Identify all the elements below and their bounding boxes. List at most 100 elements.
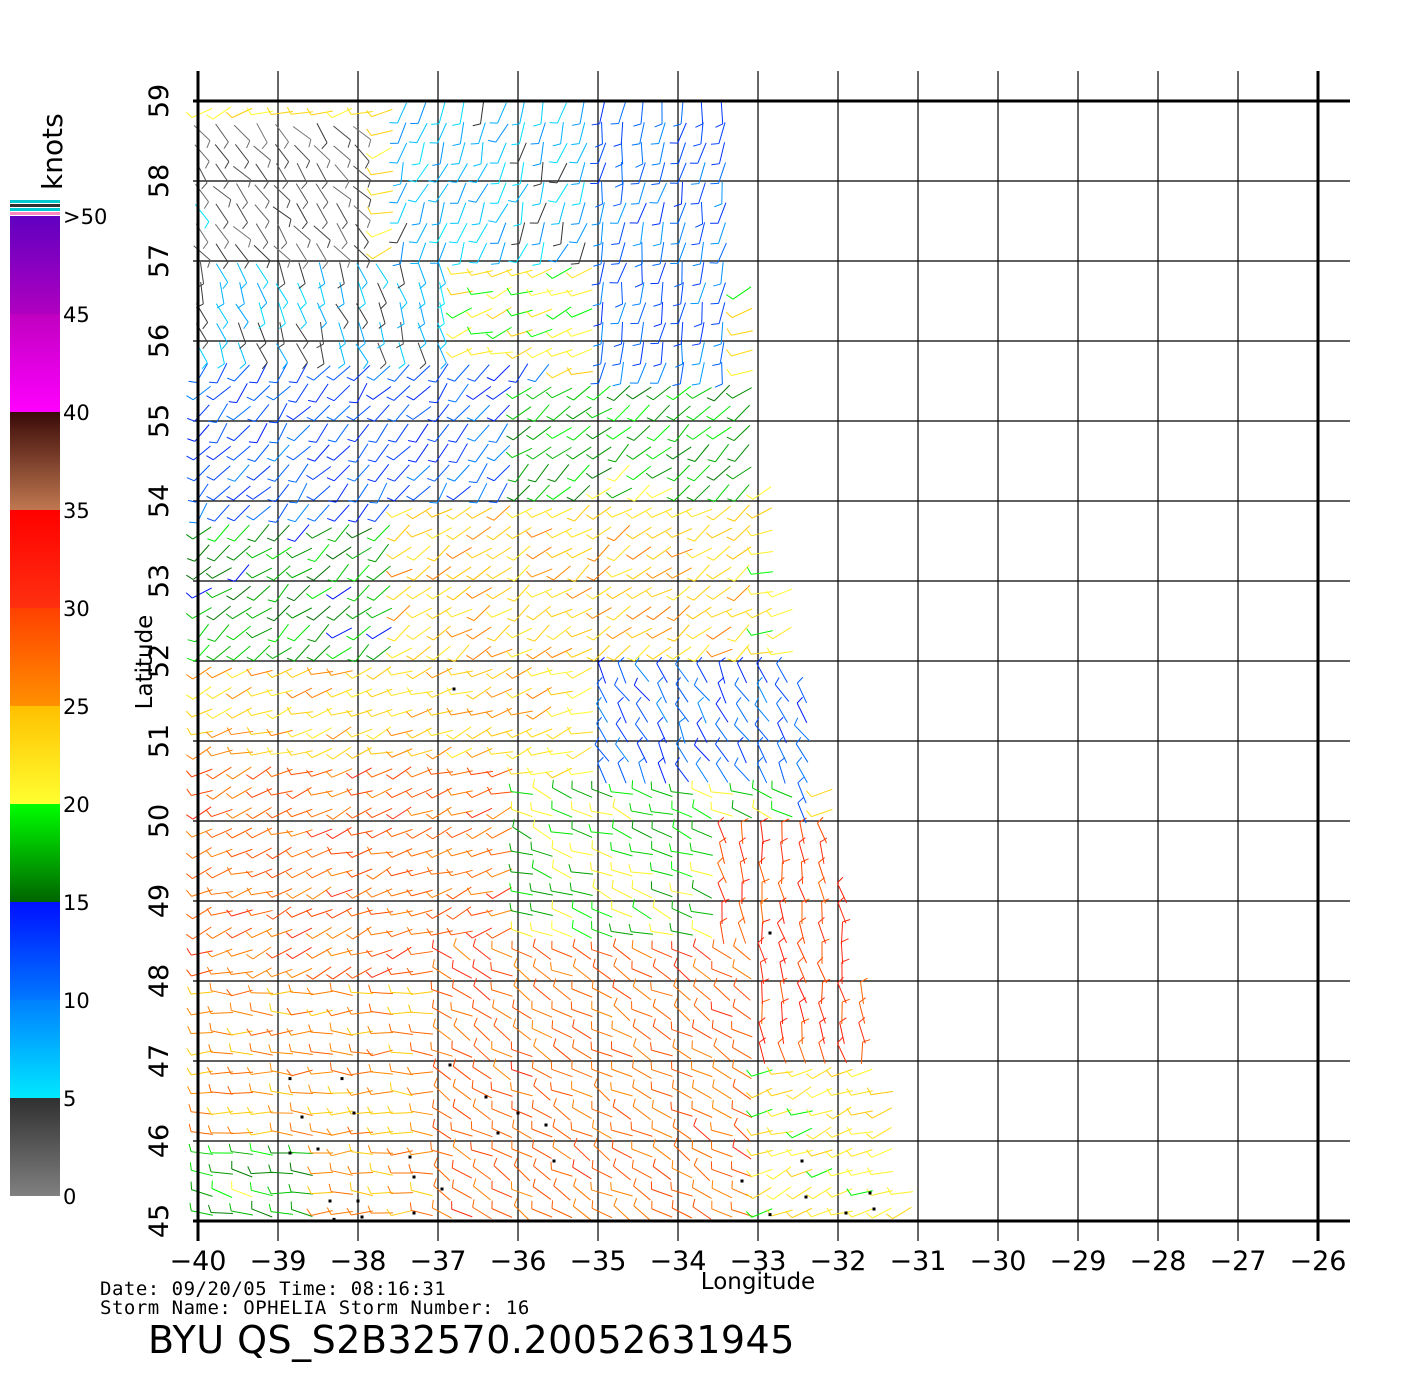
wind-vector bbox=[236, 183, 248, 210]
wind-vector bbox=[206, 1066, 233, 1075]
wind-vector bbox=[777, 1036, 787, 1064]
wind-vector bbox=[228, 383, 248, 404]
wind-vector bbox=[692, 938, 711, 961]
wind-vector bbox=[611, 222, 626, 245]
wind-vector bbox=[686, 484, 711, 502]
wind-vector bbox=[645, 588, 673, 598]
wind-vector bbox=[765, 588, 793, 598]
wind-vector bbox=[671, 800, 693, 818]
wind-vector bbox=[630, 182, 646, 205]
wind-vector bbox=[389, 102, 407, 124]
wind-vector bbox=[425, 746, 452, 760]
wind-vector bbox=[267, 1186, 294, 1195]
wind-vector bbox=[670, 1021, 693, 1038]
wind-vector bbox=[841, 958, 850, 985]
wind-vector bbox=[691, 1019, 712, 1039]
wind-vector bbox=[650, 122, 666, 145]
wind-vector bbox=[713, 1037, 731, 1061]
wind-vector bbox=[613, 958, 631, 981]
wind-vector bbox=[368, 423, 389, 443]
wind-vector bbox=[766, 608, 793, 618]
wind-vector bbox=[632, 282, 645, 306]
wind-vector bbox=[669, 162, 687, 184]
wind-vector bbox=[365, 888, 393, 898]
wind-vector bbox=[765, 626, 792, 640]
wind-vector bbox=[821, 898, 830, 925]
wind-vector bbox=[472, 1178, 491, 1201]
wind-vector bbox=[256, 123, 268, 150]
wind-vector bbox=[215, 203, 229, 229]
rain-flag bbox=[496, 1131, 500, 1135]
wind-vector bbox=[405, 506, 432, 520]
wind-vector bbox=[711, 1180, 733, 1199]
wind-vector bbox=[633, 1178, 651, 1201]
wind-vector bbox=[733, 1117, 751, 1142]
wind-vector bbox=[727, 644, 750, 662]
wind-vector bbox=[387, 423, 409, 443]
wind-vector bbox=[513, 957, 531, 981]
wind-vector bbox=[527, 463, 549, 483]
wind-vector bbox=[836, 1036, 848, 1064]
x-tick-label: −34 bbox=[650, 1246, 707, 1277]
wind-vector bbox=[766, 1066, 793, 1075]
wind-vector bbox=[485, 827, 512, 839]
wind-vector bbox=[651, 841, 673, 858]
wind-vector bbox=[377, 282, 387, 310]
wind-vector bbox=[585, 586, 612, 600]
wind-vector bbox=[715, 737, 729, 763]
wind-vector bbox=[771, 780, 793, 798]
wind-vector bbox=[406, 626, 432, 640]
wind-vector bbox=[674, 697, 690, 723]
wind-vector bbox=[245, 946, 272, 960]
wind-vector bbox=[710, 122, 726, 145]
wind-vector bbox=[445, 827, 473, 839]
wind-vector bbox=[610, 1082, 633, 1097]
wind-vector bbox=[527, 404, 550, 422]
wind-vector bbox=[367, 1106, 394, 1115]
wind-vector bbox=[246, 1067, 273, 1075]
wind-vector bbox=[473, 1037, 491, 1061]
wind-vector bbox=[570, 1121, 593, 1137]
wind-vector bbox=[185, 828, 213, 838]
wind-vector bbox=[836, 876, 848, 904]
wind-vector bbox=[651, 1099, 672, 1119]
wind-vector bbox=[726, 525, 751, 542]
wind-vector bbox=[545, 327, 573, 339]
wind-vector bbox=[594, 181, 603, 208]
wind-vector bbox=[246, 689, 273, 697]
wind-vector bbox=[386, 868, 413, 877]
wind-vector bbox=[766, 647, 793, 656]
wind-vector bbox=[267, 583, 289, 603]
wind-vector bbox=[511, 940, 533, 958]
wind-vector bbox=[513, 1197, 531, 1222]
wind-vector bbox=[245, 627, 273, 639]
wind-vector bbox=[233, 124, 251, 149]
wind-vector bbox=[593, 241, 604, 267]
wind-vector bbox=[651, 142, 665, 166]
rain-flag bbox=[412, 1175, 416, 1179]
wind-vector bbox=[425, 806, 452, 820]
wind-vector bbox=[533, 978, 551, 1001]
wind-vector bbox=[207, 1204, 234, 1214]
wind-vector bbox=[591, 900, 613, 918]
wind-vector bbox=[706, 465, 731, 481]
wind-vector bbox=[286, 584, 311, 602]
wind-vector bbox=[759, 957, 768, 984]
wind-vector bbox=[796, 936, 808, 964]
wind-vector bbox=[793, 717, 810, 742]
wind-vector bbox=[665, 508, 693, 518]
wind-vector bbox=[246, 486, 272, 500]
wind-vector bbox=[766, 1109, 793, 1117]
wind-vector bbox=[487, 346, 513, 355]
wind-vector bbox=[245, 967, 272, 979]
wind-vector bbox=[693, 1157, 711, 1182]
wind-vector bbox=[346, 365, 371, 382]
wind-vector bbox=[338, 342, 346, 369]
wind-vector bbox=[786, 1068, 813, 1078]
wind-vector bbox=[396, 282, 408, 310]
wind-vector bbox=[546, 608, 573, 618]
wind-vector bbox=[285, 607, 312, 619]
wind-vector bbox=[711, 302, 726, 325]
wind-vector bbox=[296, 343, 308, 370]
